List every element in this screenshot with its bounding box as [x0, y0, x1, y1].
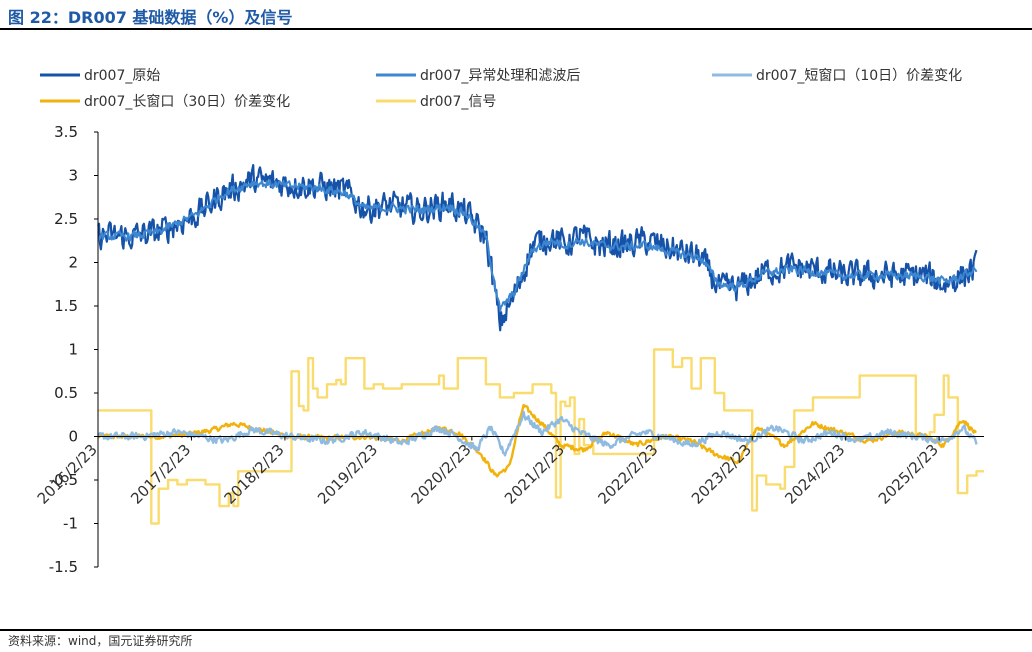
x-tick-label: 2024/2/23	[781, 441, 848, 508]
y-tick-label: 3	[68, 167, 78, 185]
y-tick-label: 1	[68, 341, 78, 359]
bottom-divider	[0, 629, 1032, 631]
y-tick-label: 0.5	[54, 384, 78, 402]
source-note: 资料来源：wind，国元证券研究所	[8, 634, 193, 648]
y-tick-label: 2	[68, 254, 78, 272]
top-divider	[0, 28, 1032, 30]
x-tick-label: 2016/2/23	[34, 441, 101, 508]
series-line-3	[97, 403, 977, 478]
series-line-4	[98, 348, 984, 525]
y-tick-label: -1.5	[49, 558, 78, 576]
legend-label: dr007_短窗口（10日）价差变化	[756, 67, 962, 84]
x-tick-label: 2018/2/23	[221, 441, 288, 508]
x-tick-label: 2019/2/23	[314, 441, 381, 508]
legend-label: dr007_长窗口（30日）价差变化	[84, 93, 290, 110]
y-tick-label: 2.5	[54, 210, 78, 228]
x-tick-label: 2025/2/23	[875, 441, 942, 508]
legend-label: dr007_异常处理和滤波后	[420, 68, 580, 84]
x-tick-label: 2017/2/23	[127, 441, 194, 508]
series-layer	[97, 164, 984, 525]
series-line-1	[97, 179, 978, 312]
series-line-0	[97, 164, 978, 332]
y-tick-label: -1	[63, 515, 78, 533]
legend-label: dr007_信号	[420, 94, 496, 110]
y-tick-label: 0	[68, 428, 78, 446]
series-line-2	[97, 410, 978, 457]
axes-layer: 3.5 3 2.5 2 1.5 1 0.5 0 -0.5 -1 -1.5 2016/2/23 2017/…	[34, 123, 984, 576]
legend: dr007_原始 dr007_异常处理和滤波后 dr007_短窗口（10日）价差变化…	[40, 67, 962, 110]
figure-title: 图 22：DR007 基础数据（%）及信号	[8, 8, 293, 27]
legend-label: dr007_原始	[84, 68, 160, 84]
chart: dr007_原始 dr007_异常处理和滤波后 dr007_短窗口（10日）价差变化…	[34, 67, 984, 576]
plot-area: 3.5 3 2.5 2 1.5 1 0.5 0 -0.5 -1 -1.5 2016/2/23 2017/…	[34, 123, 984, 576]
y-tick-label: 3.5	[54, 123, 78, 141]
y-tick-label: -0.5	[49, 471, 78, 489]
x-tick-label: 2020/2/23	[408, 441, 475, 508]
x-tick-label: 2022/2/23	[594, 441, 661, 508]
y-tick-label: 1.5	[54, 297, 78, 315]
x-tick-label: 2023/2/23	[688, 441, 755, 508]
